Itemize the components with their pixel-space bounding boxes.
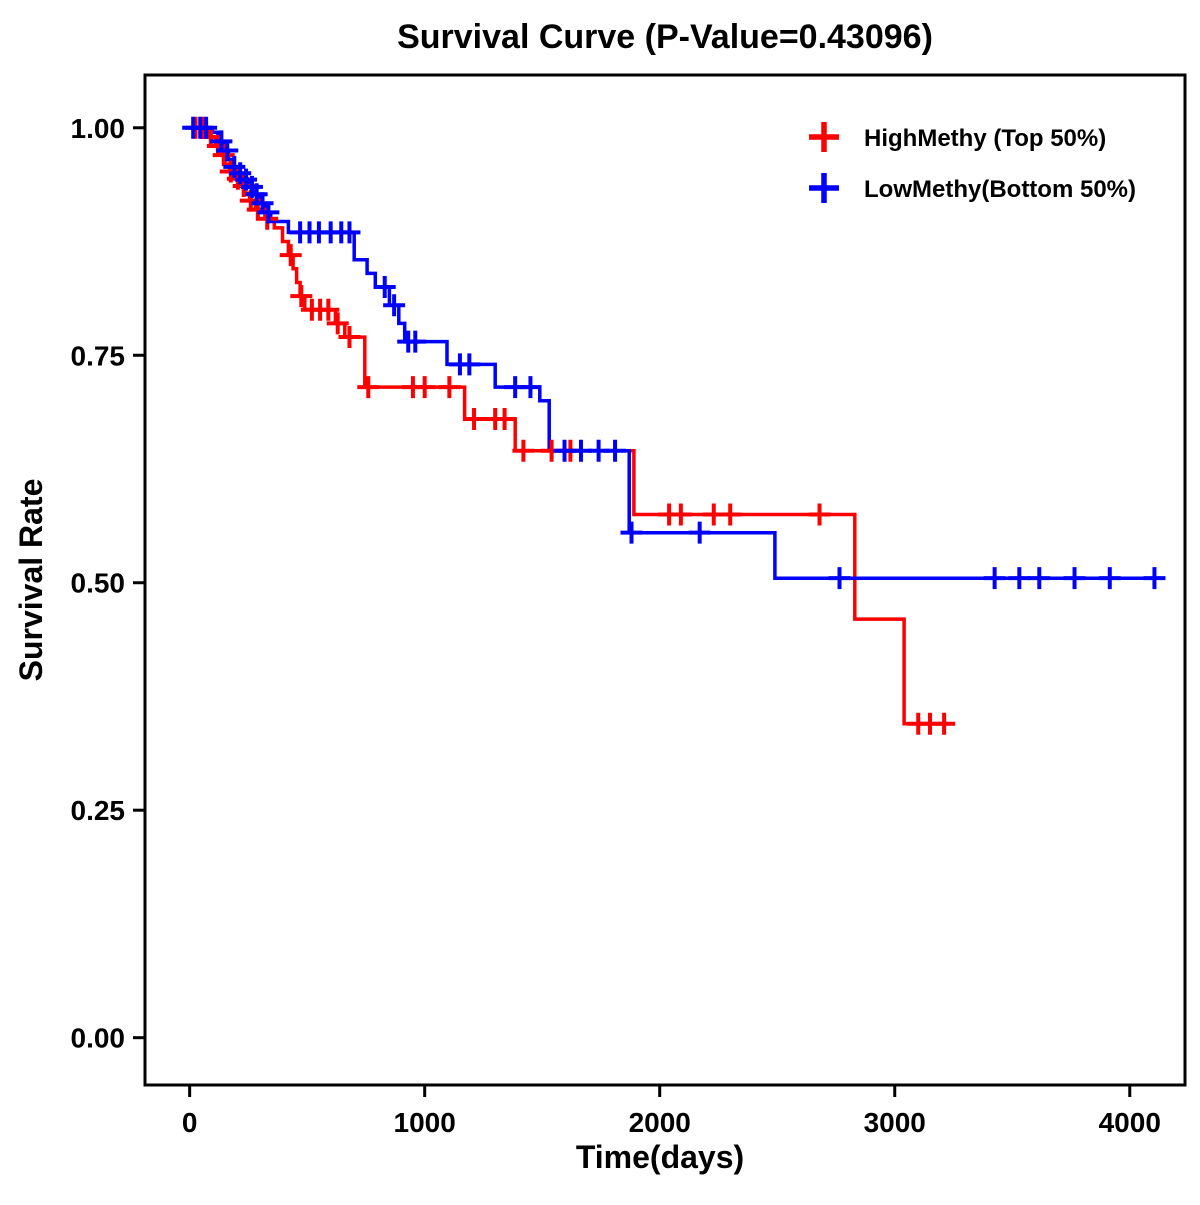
censor-mark-lowmethy: [195, 116, 218, 139]
censor-mark-lowmethy: [604, 439, 627, 462]
censor-mark-highmethy: [512, 439, 535, 462]
x-tick-label: 2000: [629, 1107, 691, 1138]
censor-mark-highmethy: [212, 144, 235, 167]
censor-mark-highmethy: [933, 712, 956, 735]
censor-mark-lowmethy: [404, 330, 427, 353]
censor-mark-highmethy: [338, 326, 361, 349]
censor-mark-lowmethy: [373, 276, 396, 299]
x-tick-label: 3000: [864, 1107, 926, 1138]
survival-curve-highmethy: [189, 126, 952, 726]
censor-mark-highmethy: [719, 503, 742, 526]
plot-area: [143, 73, 1187, 1087]
censor-mark-highmethy: [317, 298, 340, 321]
censor-mark-highmethy: [357, 376, 380, 399]
censor-mark-lowmethy: [257, 201, 280, 224]
censor-mark-lowmethy: [383, 294, 406, 317]
censor-mark-highmethy: [326, 312, 349, 335]
legend: HighMethy (Top 50%) LowMethy(Bottom 50%): [809, 122, 1136, 203]
x-tick-label: 1000: [394, 1107, 456, 1138]
censor-mark-lowmethy: [983, 567, 1006, 590]
legend-markers: [809, 122, 839, 203]
censor-mark-lowmethy: [1008, 567, 1031, 590]
y-tick-label: 1.00: [71, 113, 126, 144]
x-tick-label: 0: [182, 1107, 198, 1138]
legend-plus-icon-lowmethy: [809, 173, 839, 203]
censor-mark-highmethy: [413, 376, 436, 399]
survival-curves: [189, 126, 1165, 726]
x-axis-label: Time(days): [576, 1139, 744, 1175]
legend-plus-icon-highmethy: [809, 122, 839, 152]
x-axis-ticks: 0 1000 2000 3000 4000: [182, 1085, 1161, 1138]
censor-mark-highmethy: [279, 244, 302, 267]
censor-mark-highmethy: [808, 503, 831, 526]
censor-mark-highmethy: [669, 503, 692, 526]
censor-mark-highmethy: [463, 407, 486, 430]
chart-title: Survival Curve (P-Value=0.43096): [397, 18, 933, 56]
censor-mark-lowmethy: [216, 139, 239, 162]
y-tick-label: 0.25: [71, 795, 126, 826]
legend-label-lowmethy: LowMethy(Bottom 50%): [864, 176, 1136, 203]
censor-mark-lowmethy: [519, 376, 542, 399]
censor-marks: [182, 116, 1166, 735]
y-tick-label: 0.00: [71, 1023, 126, 1054]
y-axis-label: Survival Rate: [13, 479, 49, 682]
censor-mark-lowmethy: [1143, 567, 1166, 590]
legend-label-highmethy: HighMethy (Top 50%): [864, 125, 1106, 152]
censor-mark-lowmethy: [620, 521, 643, 544]
x-tick-label: 4000: [1099, 1107, 1161, 1138]
censor-mark-lowmethy: [1063, 567, 1086, 590]
censor-mark-highmethy: [493, 407, 516, 430]
censor-mark-lowmethy: [828, 567, 851, 590]
y-axis-ticks: 0.00 0.25 0.50 0.75 1.00: [71, 113, 145, 1054]
y-tick-label: 0.75: [71, 340, 126, 371]
censor-mark-lowmethy: [688, 521, 711, 544]
censor-mark-lowmethy: [1098, 567, 1121, 590]
y-tick-label: 0.50: [71, 568, 126, 599]
censor-mark-lowmethy: [458, 353, 481, 376]
censor-mark-lowmethy: [338, 221, 361, 244]
censor-mark-lowmethy: [1028, 567, 1051, 590]
censor-mark-highmethy: [290, 285, 313, 308]
censor-mark-highmethy: [438, 376, 461, 399]
